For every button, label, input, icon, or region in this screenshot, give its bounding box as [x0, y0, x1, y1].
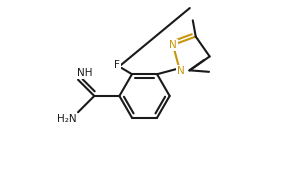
Text: N: N	[169, 40, 177, 50]
Text: N: N	[177, 66, 185, 76]
Text: H₂N: H₂N	[57, 114, 77, 124]
Text: F: F	[114, 60, 120, 70]
Text: NH: NH	[77, 68, 92, 78]
